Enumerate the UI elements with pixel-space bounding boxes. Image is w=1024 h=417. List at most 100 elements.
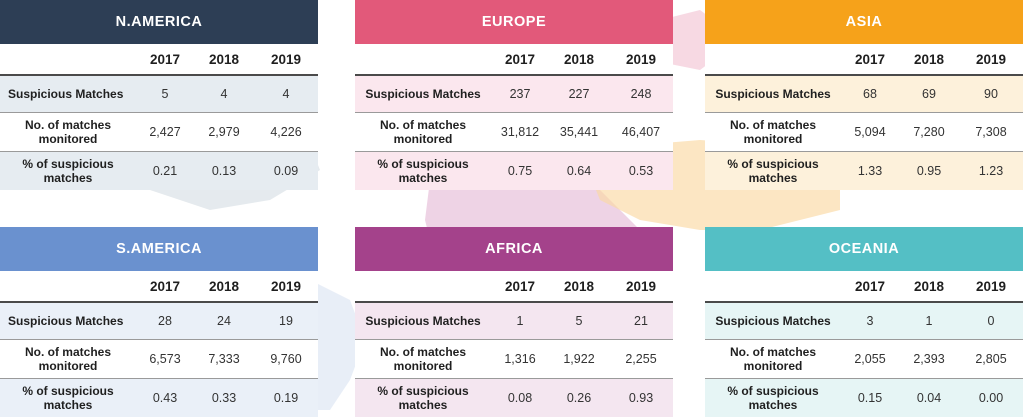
row-label: % of suspicious matches: [355, 379, 491, 417]
cell: 1.23: [959, 152, 1023, 191]
cell: 5: [549, 302, 609, 340]
row-label: Suspicious Matches: [355, 75, 491, 113]
year-2017: 2017: [136, 271, 194, 302]
region-header: S.AMERICA: [0, 227, 318, 271]
row-label: No. of matches monitored: [705, 113, 841, 152]
cell: 1: [899, 302, 959, 340]
year-2019: 2019: [254, 44, 318, 75]
stats-table: 2017 2018 2019 Suspicious Matches 28 24 …: [0, 271, 318, 417]
suspicious-row: Suspicious Matches 68 69 90: [705, 75, 1023, 113]
cell: 5: [136, 75, 194, 113]
cell: 0.93: [609, 379, 673, 417]
cell: 0.95: [899, 152, 959, 191]
panel-s-america: S.AMERICA 2017 2018 2019 Suspicious Matc…: [0, 227, 318, 417]
year-header-row: 2017 2018 2019: [0, 271, 318, 302]
year-2019: 2019: [959, 271, 1023, 302]
cell: 0.13: [194, 152, 254, 191]
cell: 28: [136, 302, 194, 340]
percent-row: % of suspicious matches 0.43 0.33 0.19: [0, 379, 318, 417]
cell: 5,094: [841, 113, 899, 152]
row-label: Suspicious Matches: [0, 302, 136, 340]
cell: 0.21: [136, 152, 194, 191]
panel-africa: AFRICA 2017 2018 2019 Suspicious Matches…: [355, 227, 673, 417]
cell: 3: [841, 302, 899, 340]
cell: 90: [959, 75, 1023, 113]
year-header-row: 2017 2018 2019: [355, 44, 673, 75]
year-2017: 2017: [491, 44, 549, 75]
cell: 0.26: [549, 379, 609, 417]
cell: 69: [899, 75, 959, 113]
suspicious-row: Suspicious Matches 1 5 21: [355, 302, 673, 340]
cell: 4: [254, 75, 318, 113]
cell: 4: [194, 75, 254, 113]
year-header-row: 2017 2018 2019: [355, 271, 673, 302]
percent-row: % of suspicious matches 0.15 0.04 0.00: [705, 379, 1023, 417]
row-label: No. of matches monitored: [0, 113, 136, 152]
corner-cell: [0, 44, 136, 75]
cell: 1.33: [841, 152, 899, 191]
stats-table: 2017 2018 2019 Suspicious Matches 3 1 0 …: [705, 271, 1023, 417]
monitored-row: No. of matches monitored 1,316 1,922 2,2…: [355, 340, 673, 379]
corner-cell: [355, 44, 491, 75]
cell: 0.00: [959, 379, 1023, 417]
cell: 35,441: [549, 113, 609, 152]
cell: 0.15: [841, 379, 899, 417]
stats-table: 2017 2018 2019 Suspicious Matches 68 69 …: [705, 44, 1023, 190]
suspicious-row: Suspicious Matches 237 227 248: [355, 75, 673, 113]
cell: 68: [841, 75, 899, 113]
row-label: % of suspicious matches: [0, 379, 136, 417]
region-header: EUROPE: [355, 0, 673, 44]
year-2017: 2017: [841, 44, 899, 75]
year-2018: 2018: [899, 271, 959, 302]
cell: 0.53: [609, 152, 673, 191]
row-label: No. of matches monitored: [355, 113, 491, 152]
row-label: % of suspicious matches: [355, 152, 491, 191]
row-label: % of suspicious matches: [705, 152, 841, 191]
monitored-row: No. of matches monitored 2,055 2,393 2,8…: [705, 340, 1023, 379]
region-header: ASIA: [705, 0, 1023, 44]
cell: 0.19: [254, 379, 318, 417]
row-label: No. of matches monitored: [0, 340, 136, 379]
percent-row: % of suspicious matches 1.33 0.95 1.23: [705, 152, 1023, 191]
panel-europe: EUROPE 2017 2018 2019 Suspicious Matches…: [355, 0, 673, 190]
cell: 0.09: [254, 152, 318, 191]
row-label: % of suspicious matches: [705, 379, 841, 417]
stats-table: 2017 2018 2019 Suspicious Matches 5 4 4 …: [0, 44, 318, 190]
cell: 0.75: [491, 152, 549, 191]
percent-row: % of suspicious matches 0.08 0.26 0.93: [355, 379, 673, 417]
cell: 2,979: [194, 113, 254, 152]
row-label: Suspicious Matches: [0, 75, 136, 113]
suspicious-row: Suspicious Matches 28 24 19: [0, 302, 318, 340]
cell: 2,393: [899, 340, 959, 379]
cell: 7,333: [194, 340, 254, 379]
cell: 0.04: [899, 379, 959, 417]
year-2018: 2018: [194, 44, 254, 75]
cell: 4,226: [254, 113, 318, 152]
row-label: No. of matches monitored: [705, 340, 841, 379]
cell: 19: [254, 302, 318, 340]
cell: 6,573: [136, 340, 194, 379]
cell: 0.33: [194, 379, 254, 417]
year-header-row: 2017 2018 2019: [705, 44, 1023, 75]
row-label: % of suspicious matches: [0, 152, 136, 191]
cell: 227: [549, 75, 609, 113]
suspicious-row: Suspicious Matches 3 1 0: [705, 302, 1023, 340]
monitored-row: No. of matches monitored 5,094 7,280 7,3…: [705, 113, 1023, 152]
year-2018: 2018: [549, 44, 609, 75]
row-label: Suspicious Matches: [705, 75, 841, 113]
year-2019: 2019: [609, 271, 673, 302]
monitored-row: No. of matches monitored 31,812 35,441 4…: [355, 113, 673, 152]
stats-table: 2017 2018 2019 Suspicious Matches 1 5 21…: [355, 271, 673, 417]
row-label: No. of matches monitored: [355, 340, 491, 379]
monitored-row: No. of matches monitored 2,427 2,979 4,2…: [0, 113, 318, 152]
year-header-row: 2017 2018 2019: [0, 44, 318, 75]
monitored-row: No. of matches monitored 6,573 7,333 9,7…: [0, 340, 318, 379]
panel-oceania: OCEANIA 2017 2018 2019 Suspicious Matche…: [705, 227, 1023, 417]
corner-cell: [705, 271, 841, 302]
cell: 2,427: [136, 113, 194, 152]
cell: 0.08: [491, 379, 549, 417]
corner-cell: [0, 271, 136, 302]
region-header: AFRICA: [355, 227, 673, 271]
year-2017: 2017: [841, 271, 899, 302]
stats-table: 2017 2018 2019 Suspicious Matches 237 22…: [355, 44, 673, 190]
